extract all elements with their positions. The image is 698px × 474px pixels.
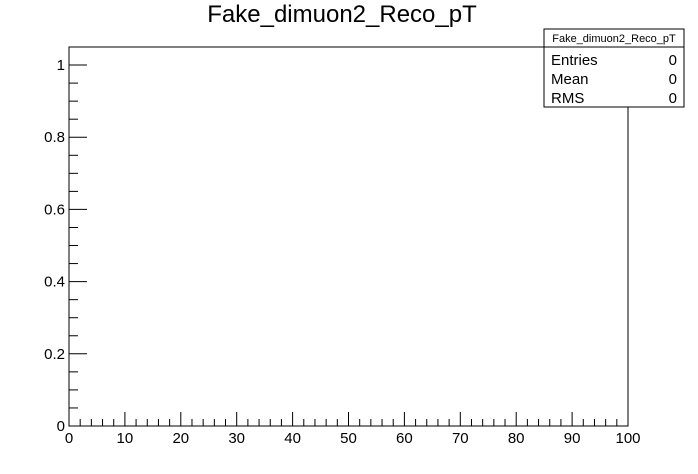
stats-rms-label: RMS [551, 90, 584, 107]
y-tick-label: 0.6 [44, 201, 65, 218]
y-tick-label: 0.2 [44, 346, 65, 363]
x-tick-label: 100 [615, 430, 640, 447]
stats-box-frame [543, 28, 685, 108]
x-tick-label: 30 [228, 430, 245, 447]
y-axis: 0 0.2 0.4 0.6 0.8 1 [44, 46, 87, 435]
x-tick-label: 40 [284, 430, 301, 447]
stats-rms-value: 0 [669, 90, 677, 107]
stats-mean-label: Mean [551, 71, 589, 88]
y-tick-label: 1 [57, 57, 65, 74]
x-axis: 0 10 20 30 40 50 60 70 80 90 100 [65, 412, 641, 447]
x-tick-label: 10 [117, 430, 134, 447]
stats-entries-value: 0 [669, 52, 677, 69]
y-tick-label: 0.8 [44, 129, 65, 146]
x-tick-label: 80 [508, 430, 525, 447]
x-tick-label: 60 [396, 430, 413, 447]
x-tick-label: 90 [564, 430, 581, 447]
x-tick-label: 50 [340, 430, 357, 447]
y-tick-label: 0 [57, 418, 65, 435]
stats-box-title: Fake_dimuon2_Reco_pT [552, 33, 676, 45]
stats-box: Fake_dimuon2_Reco_pT Entries 0 Mean 0 RM… [543, 28, 685, 108]
x-tick-label: 70 [452, 430, 469, 447]
x-tick-label: 0 [65, 430, 73, 447]
stats-mean-value: 0 [669, 71, 677, 88]
y-tick-label: 0.4 [44, 274, 65, 291]
x-tick-label: 20 [172, 430, 189, 447]
chart-title: Fake_dimuon2_Reco_pT [207, 1, 477, 28]
stats-entries-label: Entries [551, 52, 598, 69]
